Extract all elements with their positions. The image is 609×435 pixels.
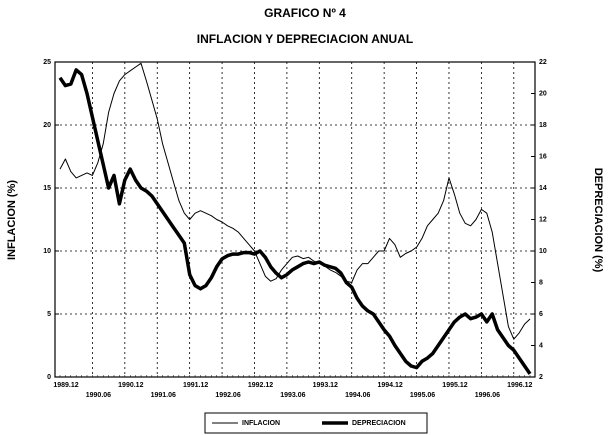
- y2-tick-label: 10: [539, 248, 547, 255]
- x-tick-label: 1991.06: [151, 392, 176, 399]
- x-tick-label: 1989.12: [53, 382, 78, 389]
- x-tick-label: 1993.06: [280, 392, 305, 399]
- x-tick-label: 1990.06: [86, 392, 111, 399]
- legend-box: [204, 412, 428, 434]
- x-tick-label: 1990.12: [118, 382, 143, 389]
- series-line: [58, 68, 532, 375]
- y2-tick-label: 16: [539, 153, 547, 160]
- y2-tick-label: 2: [539, 374, 543, 381]
- y-tick-label: 5: [47, 311, 51, 318]
- y2-tick-label: 8: [539, 279, 543, 286]
- x-tick-label: 1995.12: [442, 382, 467, 389]
- y2-axis-label: DEPRECIACION (%): [592, 168, 604, 273]
- legend-label: DEPRECIACION: [352, 420, 406, 427]
- y2-tick-label: 20: [539, 90, 547, 97]
- chart-subtitle: INFLACION Y DEPRECIACION ANUAL: [197, 32, 413, 46]
- x-tick-label: 1994.06: [345, 392, 370, 399]
- y-tick-label: 10: [43, 248, 51, 255]
- x-tick-label: 1996.12: [507, 382, 532, 389]
- x-tick-label: 1994.12: [377, 382, 402, 389]
- x-tick-label: 1992.06: [215, 392, 240, 399]
- y2-tick-label: 4: [539, 342, 543, 349]
- x-tick-label: 1992.12: [248, 382, 273, 389]
- y-tick-label: 0: [47, 374, 51, 381]
- y-tick-label: 20: [43, 122, 51, 129]
- y-tick-label: 25: [43, 59, 51, 66]
- x-tick-label: 1993.12: [313, 382, 338, 389]
- series-line: [59, 62, 531, 340]
- legend-label: INFLACION: [242, 420, 280, 427]
- y-axis-label: INFLACION (%): [6, 180, 18, 260]
- x-tick-label: 1996.06: [475, 392, 500, 399]
- x-tick-label: 1991.12: [183, 382, 208, 389]
- y2-tick-label: 18: [539, 122, 547, 129]
- y2-tick-label: 6: [539, 311, 543, 318]
- y-tick-label: 15: [43, 185, 51, 192]
- y2-tick-label: 14: [539, 185, 547, 192]
- y2-tick-label: 22: [539, 59, 547, 66]
- x-tick-label: 1995.06: [410, 392, 435, 399]
- y2-tick-label: 12: [539, 216, 547, 223]
- chart-title: GRAFICO Nº 4: [264, 6, 346, 20]
